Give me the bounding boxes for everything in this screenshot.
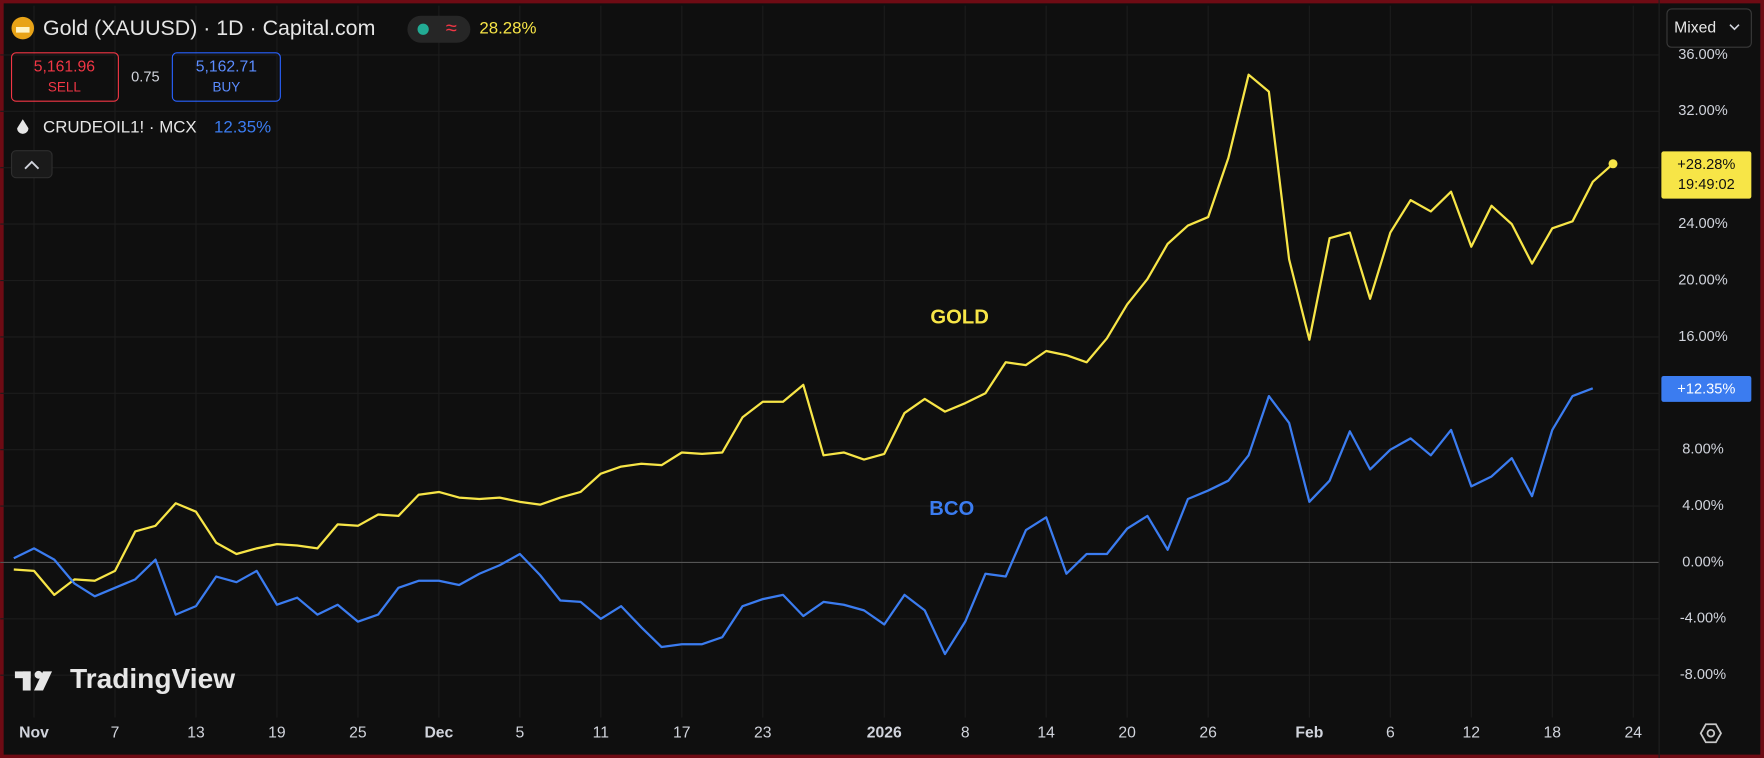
x-tick-label: 20 [1118,724,1136,741]
y-tick-label: 24.00% [1678,216,1728,232]
x-tick-label: Feb [1295,724,1323,741]
sell-button[interactable] [10,52,119,102]
collapse-button[interactable] [10,150,53,179]
series-line [13,73,1614,596]
x-tick-label: 6 [1386,724,1395,741]
compare-change: 12.35% [214,118,271,137]
price-label: +28.28% [1677,157,1735,173]
plot-area [0,0,1660,758]
symbol-change: 28.28% [479,19,536,38]
buy-button[interactable] [171,52,281,102]
x-tick-label: 17 [673,724,691,741]
x-tick-label: 11 [593,724,609,741]
sell-price: 5,161.96 [34,59,95,76]
status-icon: ≈ [446,18,457,40]
compare-icon [17,119,29,134]
y-tick-label: 8.00% [1682,442,1723,458]
x-tick-label: 13 [187,724,205,741]
scale-mode-button[interactable] [1666,8,1752,48]
sell-label: SELL [48,79,81,94]
buy-label: BUY [212,79,240,94]
price-label-box [1661,375,1752,402]
symbol-title[interactable]: Gold (XAUUSD) · 1D · Capital.com [43,16,375,40]
x-tick-label: 19 [268,724,286,741]
y-tick-label: -8.00% [1680,667,1726,683]
market-open-dot [417,23,429,35]
y-tick-label: 16.00% [1678,329,1728,345]
x-tick-label: Nov [19,724,49,741]
x-tick-label: 12 [1463,724,1481,741]
price-label-time: 19:49:02 [1678,177,1735,193]
x-tick-label: 14 [1037,724,1055,741]
x-tick-label: 7 [111,724,120,741]
series-line [13,387,1594,656]
x-tick-label: 24 [1624,724,1642,741]
x-tick-label: Dec [424,724,453,741]
buy-price: 5,162.71 [196,59,257,76]
y-tick-label: 32.00% [1678,103,1728,119]
x-tick-label: 8 [961,724,970,741]
price-label: +12.35% [1677,381,1735,397]
symbol-icon-bar [16,26,30,33]
status-pill[interactable] [407,15,471,43]
y-tick-label: 20.00% [1678,272,1728,288]
settings-icon[interactable] [1699,723,1723,744]
compare-symbol[interactable]: CRUDEOIL1! · MCX [43,118,197,137]
price-label-box [1661,151,1752,199]
last-point [1608,159,1618,169]
scale-mode: Mixed [1674,19,1716,36]
dropdown-icon [1729,24,1740,31]
series-annotation: GOLD [930,307,988,329]
y-tick-label: 4.00% [1682,498,1723,514]
y-tick-label: 36.00% [1678,47,1728,63]
spread: 0.75 [131,69,159,85]
series-annotation: BCO [929,498,974,520]
x-tick-label: 26 [1199,724,1217,741]
logo-mark [14,670,53,691]
x-tick-label: 25 [349,724,367,741]
x-tick-label: 2026 [867,724,902,741]
watermark: TradingView [70,663,235,694]
y-tick-label: 0.00% [1682,554,1723,570]
x-tick-label: 18 [1544,724,1562,741]
x-tick-label: 23 [754,724,772,741]
x-tick-label: 5 [515,724,524,741]
collapse-icon [24,160,40,170]
y-tick-label: -4.00% [1680,611,1726,627]
